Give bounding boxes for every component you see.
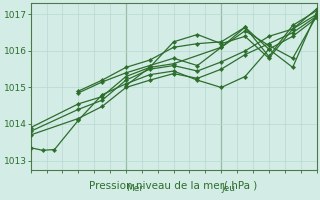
Text: Jeu: Jeu xyxy=(221,184,235,193)
Text: Mer: Mer xyxy=(126,184,143,193)
X-axis label: Pression niveau de la mer( hPa ): Pression niveau de la mer( hPa ) xyxy=(90,180,258,190)
